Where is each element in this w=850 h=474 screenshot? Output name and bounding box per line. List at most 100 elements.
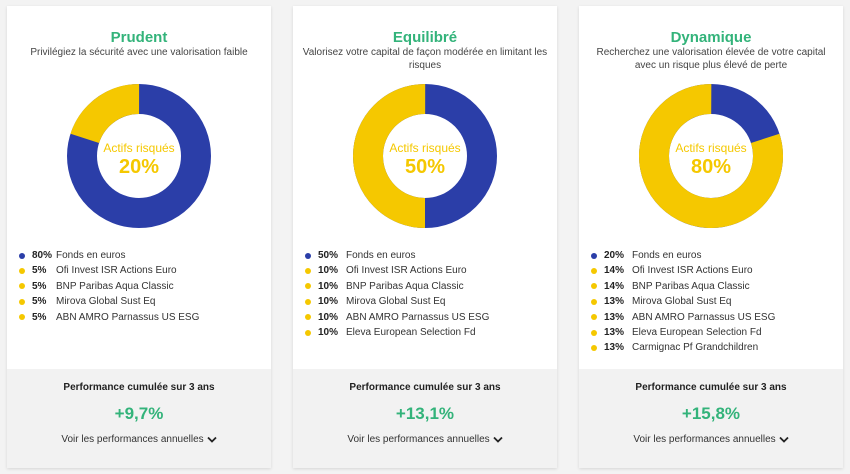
- legend-fund-name: Ofi Invest ISR Actions Euro: [56, 265, 177, 277]
- annual-performance-link-text[interactable]: Voir les performances annuelles: [633, 434, 776, 445]
- legend-fund-name: Fonds en euros: [346, 250, 416, 261]
- legend-percent: 80%: [32, 250, 53, 261]
- legend-percent: 14%: [604, 265, 625, 277]
- profile-card-prudent: Prudent Privilégiez la sécurité avec une…: [7, 6, 271, 468]
- legend-fund-name: Mirova Global Sust Eq: [346, 296, 446, 308]
- legend-item: 10% Ofi Invest ISR Actions Euro: [305, 263, 551, 278]
- legend-percent: 50%: [318, 250, 339, 261]
- yellow-dot-icon: [305, 314, 311, 321]
- allocation-legend: 80% Fonds en euros 5% Ofi Invest ISR Action…: [19, 248, 265, 325]
- yellow-dot-icon: [19, 283, 25, 290]
- performance-label: Performance cumulée sur 3 ans: [635, 382, 787, 393]
- legend-fund-name: Carmignac Pf Grandchildren: [632, 342, 759, 354]
- legend-fund-name: Fonds en euros: [56, 250, 126, 261]
- legend-fund-name: ABN AMRO Parnassus US ESG: [632, 311, 776, 323]
- yellow-dot-icon: [305, 329, 311, 336]
- allocation-legend: 20% Fonds en euros 14% Ofi Invest ISR Actio…: [591, 248, 837, 356]
- yellow-dot-icon: [19, 298, 25, 305]
- navy-dot-icon: [19, 252, 25, 259]
- yellow-dot-icon: [591, 283, 597, 290]
- yellow-dot-icon: [591, 314, 597, 321]
- donut-svg: [639, 84, 783, 228]
- performance-value: +15,8%: [681, 404, 741, 423]
- legend-percent: 14%: [604, 280, 625, 292]
- annual-performance-link[interactable]: Voir les performances annuelles: [293, 434, 557, 445]
- legend-percent: 10%: [318, 296, 339, 308]
- donut-label: Actifs risqués: [675, 141, 747, 155]
- legend-item: 10% Mirova Global Sust Eq: [305, 294, 551, 309]
- legend-fund-name: Eleva European Selection Fd: [632, 326, 762, 338]
- donut-svg: [353, 84, 497, 228]
- donut-chart: Actifs risqués 50%: [353, 84, 497, 228]
- legend-percent: 13%: [604, 326, 625, 338]
- annual-performance-link-text[interactable]: Voir les performances annuelles: [61, 434, 204, 445]
- legend-item: 5% ABN AMRO Parnassus US ESG: [19, 310, 265, 325]
- annual-performance-link[interactable]: Voir les performances annuelles: [7, 434, 271, 445]
- legend-fund-name: ABN AMRO Parnassus US ESG: [56, 311, 200, 323]
- legend-item: 50% Fonds en euros: [305, 248, 551, 263]
- legend-item: 14% BNP Paribas Aqua Classic: [591, 279, 837, 294]
- donut-value: 20%: [118, 156, 160, 178]
- annual-performance-link-text[interactable]: Voir les performances annuelles: [347, 434, 490, 445]
- allocation-legend: 50% Fonds en euros 10% Ofi Invest ISR Actio…: [305, 248, 551, 340]
- legend-percent: 5%: [32, 265, 47, 277]
- legend-fund-name: Mirova Global Sust Eq: [56, 296, 156, 308]
- donut-chart: Actifs risqués 80%: [639, 84, 783, 228]
- donut-value: 80%: [690, 156, 732, 178]
- chevron-down-icon[interactable]: [779, 436, 789, 443]
- yellow-dot-icon: [19, 268, 25, 275]
- performance-footer: Performance cumulée sur 3 ans +15,8% Voi…: [579, 369, 843, 468]
- yellow-dot-icon: [591, 345, 597, 352]
- performance-footer: Performance cumulée sur 3 ans +9,7% Voir…: [7, 369, 271, 468]
- legend-item: 14% Ofi Invest ISR Actions Euro: [591, 263, 837, 278]
- legend-fund-name: Ofi Invest ISR Actions Euro: [632, 265, 753, 277]
- legend-fund-name: BNP Paribas Aqua Classic: [632, 280, 750, 292]
- legend-percent: 10%: [318, 265, 339, 277]
- legend-percent: 13%: [604, 342, 625, 354]
- card-title: Dynamique: [670, 29, 752, 46]
- legend-item: 5% Mirova Global Sust Eq: [19, 294, 265, 309]
- legend-item: 13% Eleva European Selection Fd: [591, 325, 837, 340]
- legend-fund-name: Mirova Global Sust Eq: [632, 296, 732, 308]
- donut-segment-risky-assets: [67, 84, 211, 228]
- profile-card-dynamique: Dynamique Recherchez une valorisation él…: [579, 6, 843, 468]
- donut-chart: Actifs risqués 20%: [67, 84, 211, 228]
- legend-item: 13% ABN AMRO Parnassus US ESG: [591, 310, 837, 325]
- legend-percent: 5%: [32, 296, 47, 308]
- chevron-down-icon[interactable]: [493, 436, 503, 443]
- yellow-dot-icon: [305, 283, 311, 290]
- card-description: Valorisez votre capital de façon modérée…: [302, 47, 548, 71]
- profile-card-equilibre: Equilibré Valorisez votre capital de faç…: [293, 6, 557, 468]
- legend-item: 13% Mirova Global Sust Eq: [591, 294, 837, 309]
- yellow-dot-icon: [591, 329, 597, 336]
- legend-item: 80% Fonds en euros: [19, 248, 265, 263]
- performance-value: +9,7%: [114, 404, 164, 423]
- legend-item: 10% Eleva European Selection Fd: [305, 325, 551, 340]
- legend-fund-name: BNP Paribas Aqua Classic: [346, 280, 464, 292]
- yellow-dot-icon: [305, 298, 311, 305]
- legend-fund-name: Fonds en euros: [632, 250, 702, 261]
- yellow-dot-icon: [591, 268, 597, 275]
- chevron-down-icon[interactable]: [207, 436, 217, 443]
- legend-percent: 10%: [318, 326, 339, 338]
- legend-percent: 13%: [604, 311, 625, 323]
- legend-percent: 13%: [604, 296, 625, 308]
- donut-value: 50%: [404, 156, 446, 178]
- donut-svg: [67, 84, 211, 228]
- performance-label: Performance cumulée sur 3 ans: [349, 382, 501, 393]
- card-description: Privilégiez la sécurité avec une valoris…: [30, 47, 248, 58]
- annual-performance-link[interactable]: Voir les performances annuelles: [579, 434, 843, 445]
- donut-segment-risky-assets: [353, 84, 497, 228]
- legend-percent: 5%: [32, 280, 47, 292]
- legend-percent: 5%: [32, 311, 47, 323]
- legend-fund-name: Ofi Invest ISR Actions Euro: [346, 265, 467, 277]
- performance-label: Performance cumulée sur 3 ans: [63, 382, 215, 393]
- legend-item: 20% Fonds en euros: [591, 248, 837, 263]
- legend-percent: 10%: [318, 311, 339, 323]
- navy-dot-icon: [305, 252, 311, 259]
- yellow-dot-icon: [305, 268, 311, 275]
- donut-label: Actifs risqués: [389, 141, 461, 155]
- card-title: Prudent: [110, 29, 168, 46]
- navy-dot-icon: [591, 252, 597, 259]
- legend-item: 5% BNP Paribas Aqua Classic: [19, 279, 265, 294]
